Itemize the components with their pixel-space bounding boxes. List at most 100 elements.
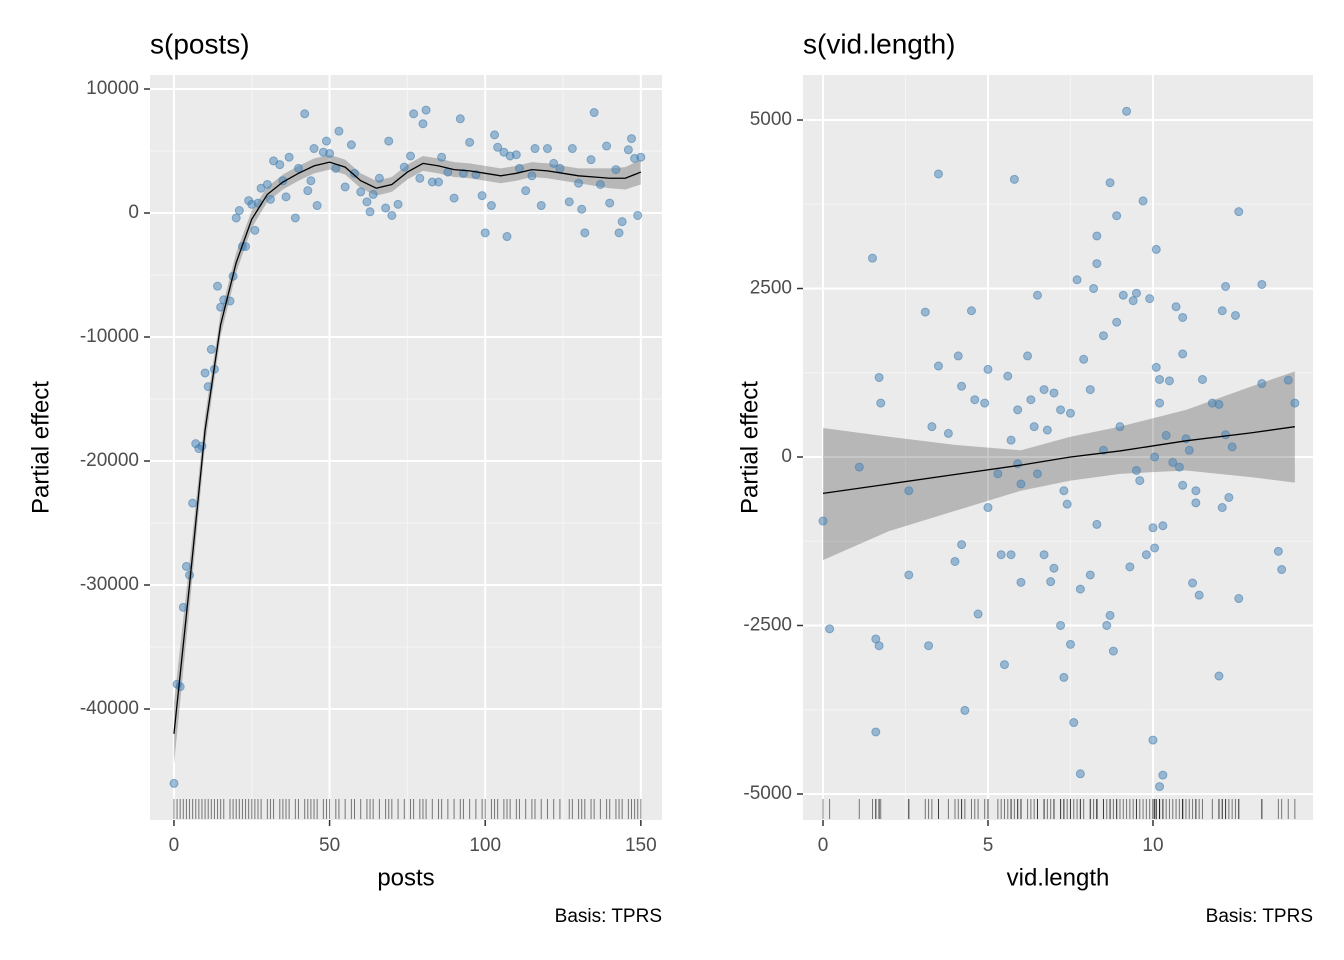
data-point bbox=[1131, 288, 1141, 298]
y-tick-label: 2500 bbox=[750, 278, 792, 299]
data-point bbox=[213, 281, 223, 291]
data-point bbox=[458, 168, 468, 178]
data-point bbox=[1283, 375, 1293, 385]
data-point bbox=[957, 540, 967, 550]
data-point bbox=[1214, 671, 1224, 681]
data-point bbox=[1230, 310, 1240, 320]
data-point bbox=[1032, 290, 1042, 300]
data-point bbox=[854, 462, 864, 472]
data-point bbox=[530, 144, 540, 154]
data-point bbox=[216, 302, 226, 312]
data-point bbox=[1079, 354, 1089, 364]
data-point bbox=[1184, 445, 1194, 455]
x-tick-label: 150 bbox=[625, 835, 657, 856]
data-point bbox=[340, 182, 350, 192]
data-point bbox=[300, 109, 310, 119]
data-point bbox=[555, 163, 565, 173]
data-point bbox=[1105, 610, 1115, 620]
data-point bbox=[486, 201, 496, 211]
data-point bbox=[393, 199, 403, 209]
data-point bbox=[437, 152, 447, 162]
y-axis-label: Partial effect bbox=[27, 381, 54, 514]
data-point bbox=[924, 641, 934, 651]
data-point bbox=[1194, 590, 1204, 600]
caption: Basis: TPRS bbox=[555, 906, 662, 927]
data-point bbox=[387, 210, 397, 220]
data-point bbox=[1065, 639, 1075, 649]
data-point bbox=[605, 198, 615, 208]
data-point bbox=[178, 602, 188, 612]
data-point bbox=[1158, 521, 1168, 531]
data-point bbox=[493, 142, 503, 152]
data-point bbox=[502, 232, 512, 242]
data-point bbox=[1006, 435, 1016, 445]
data-point bbox=[871, 727, 881, 737]
data-point bbox=[1188, 578, 1198, 588]
y-tick-label: -40000 bbox=[80, 698, 139, 719]
data-point bbox=[250, 225, 260, 235]
data-point bbox=[206, 344, 216, 354]
data-point bbox=[960, 705, 970, 715]
data-point bbox=[1273, 546, 1283, 556]
data-point bbox=[1056, 405, 1066, 415]
data-point bbox=[953, 351, 963, 361]
data-point bbox=[312, 201, 322, 211]
data-point bbox=[265, 194, 275, 204]
data-point bbox=[1112, 211, 1122, 221]
data-point bbox=[278, 176, 288, 186]
data-point bbox=[1155, 782, 1165, 792]
data-point bbox=[1105, 178, 1115, 188]
data-point bbox=[1049, 563, 1059, 573]
data-point bbox=[1257, 379, 1267, 389]
data-point bbox=[970, 395, 980, 405]
data-point bbox=[904, 486, 914, 496]
y-tick-label: 0 bbox=[781, 446, 792, 467]
x-tick-label: 0 bbox=[169, 835, 180, 856]
data-point bbox=[480, 228, 490, 238]
data-point bbox=[1128, 296, 1138, 306]
y-tick-label: 5000 bbox=[750, 109, 792, 130]
data-point bbox=[1059, 486, 1069, 496]
data-point bbox=[589, 108, 599, 118]
data-point bbox=[325, 148, 335, 158]
data-point bbox=[1046, 577, 1056, 587]
y-axis-label: Partial effect bbox=[736, 381, 763, 514]
data-point bbox=[1085, 385, 1095, 395]
data-point bbox=[1214, 399, 1224, 409]
y-tick-label: 10000 bbox=[86, 78, 139, 99]
data-point bbox=[1257, 279, 1267, 289]
data-point bbox=[262, 179, 272, 189]
data-point bbox=[1150, 452, 1160, 462]
x-tick-label: 0 bbox=[818, 835, 829, 856]
data-point bbox=[1115, 422, 1125, 432]
data-point bbox=[521, 186, 531, 196]
data-point bbox=[306, 176, 316, 186]
data-point bbox=[418, 119, 428, 129]
data-point bbox=[1171, 302, 1181, 312]
data-point bbox=[356, 187, 366, 197]
data-point bbox=[1092, 259, 1102, 269]
x-tick-label: 5 bbox=[983, 835, 994, 856]
data-point bbox=[1178, 480, 1188, 490]
data-point bbox=[1290, 398, 1300, 408]
x-axis-label: posts bbox=[377, 864, 434, 891]
data-point bbox=[973, 609, 983, 619]
data-point bbox=[511, 150, 521, 160]
data-point bbox=[346, 140, 356, 150]
data-point bbox=[1178, 349, 1188, 359]
data-point bbox=[1039, 385, 1049, 395]
data-point bbox=[1016, 479, 1026, 489]
data-point bbox=[1227, 442, 1237, 452]
data-point bbox=[927, 422, 937, 432]
data-point bbox=[449, 193, 459, 203]
data-point bbox=[623, 145, 633, 155]
data-point bbox=[1141, 550, 1151, 560]
data-point bbox=[564, 197, 574, 207]
data-point bbox=[874, 372, 884, 382]
data-point bbox=[381, 203, 391, 213]
data-point bbox=[415, 173, 425, 183]
data-point bbox=[477, 191, 487, 201]
data-point bbox=[586, 155, 596, 165]
data-point bbox=[1112, 317, 1122, 327]
